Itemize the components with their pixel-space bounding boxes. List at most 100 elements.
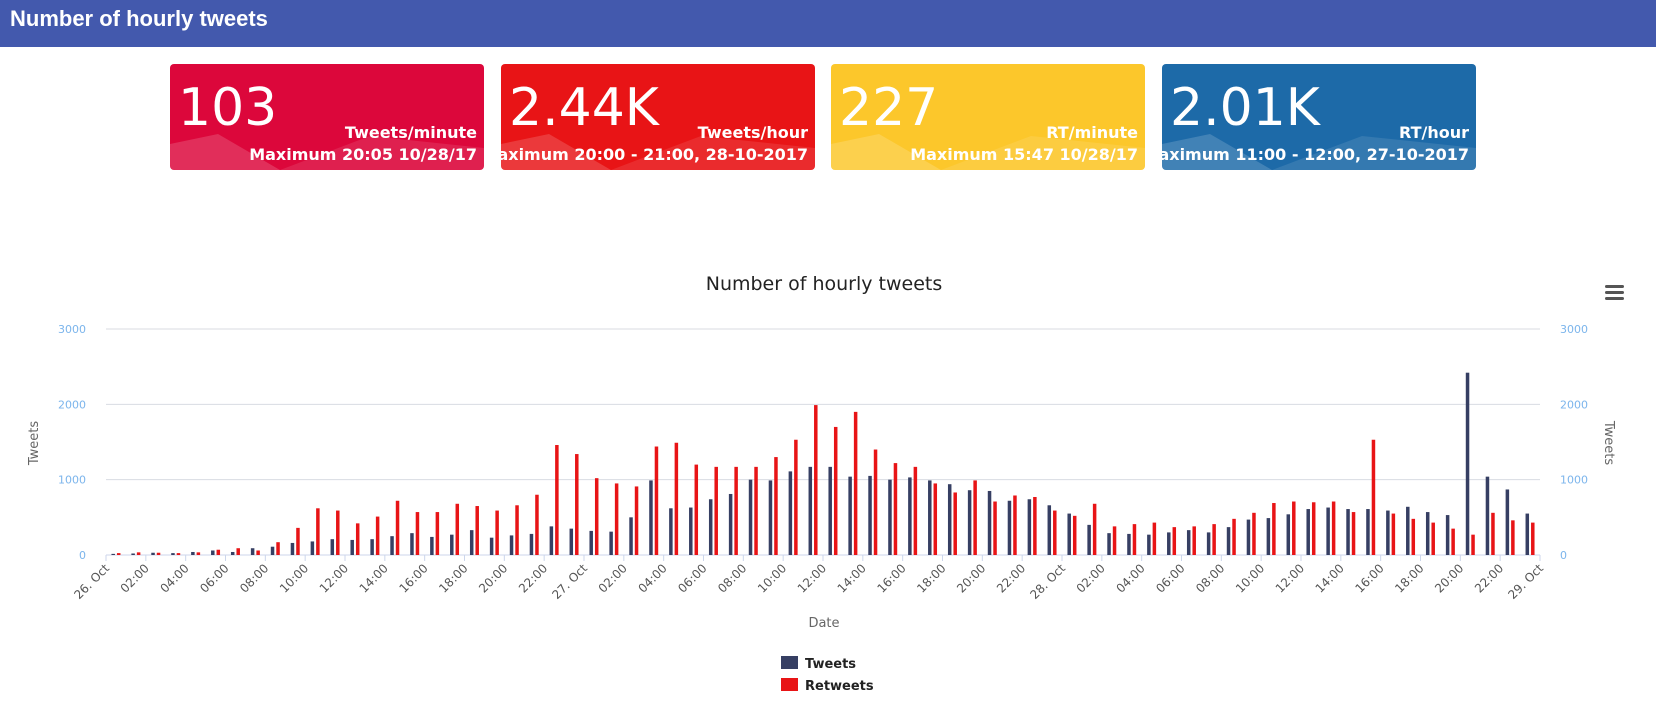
bar-retweets [953, 492, 957, 555]
stat-card-tweets-minute: 103 Tweets/minute Maximum 20:05 10/28/17 [170, 64, 484, 170]
x-tick-label: 18:00 [436, 561, 470, 595]
bar-tweets [330, 539, 335, 555]
chart-title: Number of hourly tweets [706, 273, 943, 295]
bar-tweets [1485, 476, 1490, 555]
bar-retweets [415, 512, 420, 555]
x-tick-label: 04:00 [1113, 561, 1147, 595]
bar-retweets [794, 439, 798, 555]
bar-retweets [1351, 512, 1356, 555]
bar-retweets [435, 512, 440, 555]
bar-tweets [1027, 499, 1032, 555]
bar-tweets [1206, 532, 1211, 555]
bar-retweets [1331, 501, 1336, 555]
bar-tweets [250, 548, 255, 555]
bar-tweets [111, 553, 115, 555]
bar-tweets [1067, 513, 1071, 555]
x-tick-label: 04:00 [635, 561, 669, 595]
bar-retweets [1132, 524, 1137, 555]
bar-tweets [928, 480, 932, 555]
bar-retweets [1531, 522, 1535, 555]
bar-retweets [575, 454, 579, 555]
x-tick-label: 14:00 [357, 561, 391, 595]
bar-tweets [1186, 530, 1191, 555]
y-tick-label-right: 0 [1560, 549, 1567, 562]
x-tick-label: 14:00 [835, 561, 869, 595]
bar-tweets [1366, 509, 1370, 555]
x-tick-label: 08:00 [237, 561, 271, 595]
bar-retweets [1072, 515, 1077, 555]
bar-retweets [1431, 522, 1435, 555]
bar-tweets [828, 466, 832, 555]
bar-retweets [1292, 501, 1296, 555]
bar-tweets [947, 484, 952, 555]
bar-retweets [395, 500, 400, 555]
legend[interactable]: Tweets Retweets [781, 656, 874, 694]
bar-tweets [1465, 372, 1470, 555]
y-tick-label-left: 1000 [58, 474, 86, 487]
legend-label-retweets[interactable]: Retweets [805, 679, 874, 694]
legend-label-tweets[interactable]: Tweets [805, 657, 856, 672]
x-tick-label: 10:00 [755, 561, 789, 595]
bar-tweets [1425, 512, 1430, 555]
bar-retweets [176, 553, 181, 555]
bar-retweets [355, 523, 360, 555]
bar-retweets [933, 483, 938, 555]
bar-retweets [1252, 512, 1256, 555]
x-tick-label: 12:00 [317, 561, 351, 595]
bar-tweets [728, 493, 733, 555]
bar-tweets [290, 542, 295, 555]
bar-tweets [1505, 489, 1510, 555]
bar-retweets [1092, 503, 1097, 555]
y-tick-label-right: 2000 [1560, 398, 1588, 411]
bar-retweets [236, 548, 240, 555]
bar-retweets [694, 464, 699, 555]
stat-label: Tweets/minute [344, 123, 477, 142]
bar-retweets [1511, 520, 1515, 555]
bar-tweets [310, 541, 315, 555]
bar-retweets [316, 508, 320, 555]
bar-tweets [1266, 518, 1271, 555]
bar-retweets [654, 446, 659, 555]
legend-swatch-tweets[interactable] [781, 656, 798, 669]
x-tick-label: 02:00 [596, 561, 630, 595]
bar-retweets [455, 503, 460, 555]
hamburger-menu-icon[interactable] [1605, 283, 1627, 303]
bar-retweets [853, 411, 858, 555]
x-tick-label: 16:00 [396, 561, 430, 595]
bar-tweets [390, 536, 394, 555]
bar-retweets [714, 466, 718, 555]
x-tick-label: 06:00 [1153, 561, 1187, 595]
bar-tweets [569, 528, 574, 555]
bar-retweets [1272, 503, 1276, 555]
stat-value: 2.01K [1170, 78, 1320, 138]
bar-tweets [151, 552, 155, 555]
stat-label: RT/minute [1046, 123, 1138, 142]
x-tick-label: 20:00 [1432, 561, 1466, 595]
bar-tweets [589, 530, 593, 555]
bar-tweets [1445, 515, 1450, 555]
x-tick-label: 12:00 [1273, 561, 1307, 595]
bar-tweets [1346, 509, 1350, 555]
x-tick-label: 10:00 [1233, 561, 1267, 595]
x-tick-label: 27. Oct [549, 561, 590, 602]
bar-tweets [748, 479, 753, 555]
bar-tweets [370, 539, 374, 555]
bar-retweets [515, 505, 519, 555]
card-decoration [170, 134, 484, 170]
x-tick-label: 20:00 [954, 561, 988, 595]
x-tick-label: 28. Oct [1027, 561, 1068, 602]
legend-swatch-retweets[interactable] [781, 678, 798, 691]
bar-tweets [669, 508, 673, 555]
bar-retweets [375, 516, 380, 555]
bar-tweets [1127, 533, 1131, 555]
x-tick-label: 02:00 [1074, 561, 1108, 595]
x-tick-label: 08:00 [715, 561, 749, 595]
bar-tweets [1226, 527, 1231, 555]
bar-tweets [1525, 513, 1530, 555]
bar-tweets [1286, 514, 1291, 555]
x-tick-label: 18:00 [914, 561, 948, 595]
stat-card-tweets-hour: 2.44K Tweets/hour Maximum 20:00 - 21:00,… [501, 64, 815, 170]
x-tick-label: 14:00 [1313, 561, 1347, 595]
bar-tweets [1386, 510, 1390, 555]
